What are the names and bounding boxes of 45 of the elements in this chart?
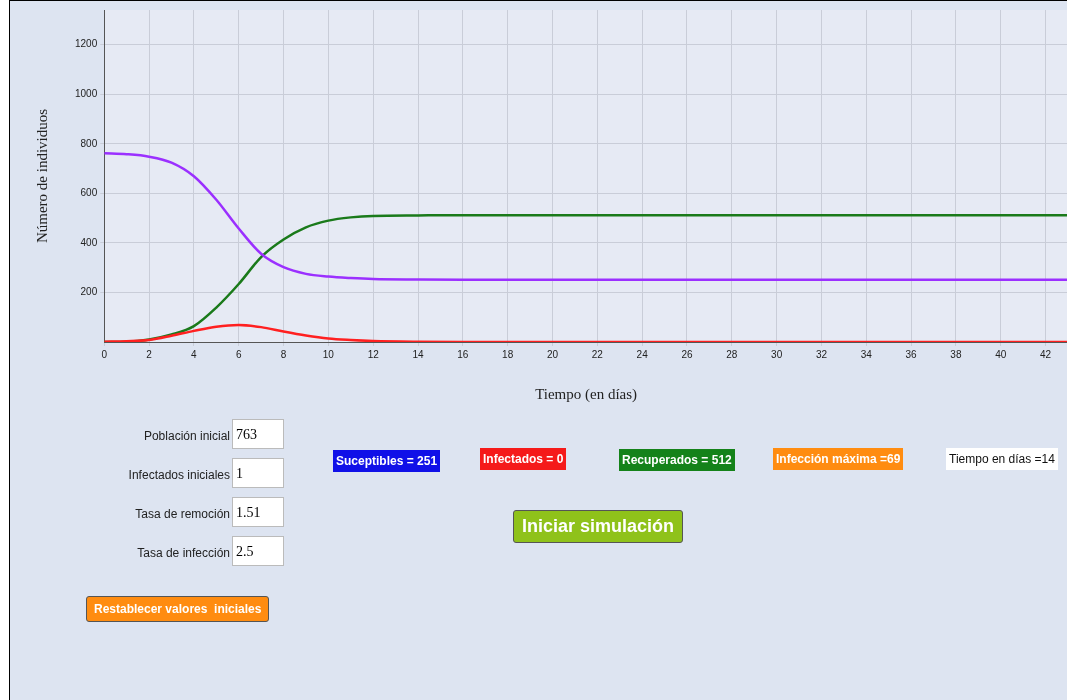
x-tick-label: 4: [191, 348, 198, 360]
x-tick-label: 10: [322, 348, 335, 360]
x-tick-label: 16: [457, 348, 469, 360]
x-tick-label: 28: [726, 348, 738, 360]
x-tick-label: 24: [636, 348, 649, 360]
x-tick-label: 0: [101, 348, 108, 360]
text: Recuperados = 512: [619, 449, 735, 471]
button: Iniciar simulación: [513, 510, 684, 543]
text-field: 1: [232, 458, 284, 488]
x-tick-label: 38: [950, 348, 962, 360]
x-tick-label: 2: [146, 348, 153, 360]
text: Infectados = 0: [480, 448, 567, 470]
text: Población inicial: [142, 429, 230, 443]
y-tick-label: 600: [80, 187, 98, 199]
text: Tasa de remoción: [134, 507, 230, 521]
text: Suceptibles = 251: [333, 450, 441, 472]
x-tick-label: 12: [367, 348, 380, 360]
text: Tasa de infección: [136, 546, 230, 560]
text: Infectados iniciales: [127, 468, 230, 482]
x-tick-label: 30: [771, 348, 783, 360]
text-field: 2.5: [232, 536, 284, 566]
text-field: 1.51: [232, 497, 284, 527]
y-tick-label: 1200: [75, 38, 98, 50]
x-tick-label: 6: [235, 348, 242, 360]
y-axis-title: Número de individuos: [33, 108, 50, 244]
x-tick-label: 32: [815, 348, 828, 360]
x-tick-label: 40: [995, 348, 1007, 360]
text: Tiempo en días =14: [946, 448, 1058, 470]
text: Infección máxima =69: [773, 448, 904, 470]
x-tick-label: 20: [546, 348, 559, 360]
x-tick-label: 18: [502, 348, 514, 360]
y-tick-label: 1000: [75, 87, 98, 99]
x-tick-label: 34: [860, 348, 873, 360]
x-tick-label: 36: [905, 348, 918, 360]
x-tick-label: 22: [591, 348, 604, 360]
x-tick-label: 14: [412, 348, 425, 360]
x-tick-label: 26: [681, 348, 693, 360]
button: Restablecer valores iniciales: [86, 596, 270, 622]
x-tick-label: 42: [1040, 348, 1052, 360]
text-field: 763: [232, 419, 284, 449]
x-axis-title: Tiempo (en días): [535, 385, 638, 403]
y-tick-label: 400: [80, 236, 98, 248]
x-tick-label: 8: [280, 348, 287, 360]
y-tick-label: 800: [80, 137, 98, 149]
y-tick-label: 200: [80, 286, 98, 298]
